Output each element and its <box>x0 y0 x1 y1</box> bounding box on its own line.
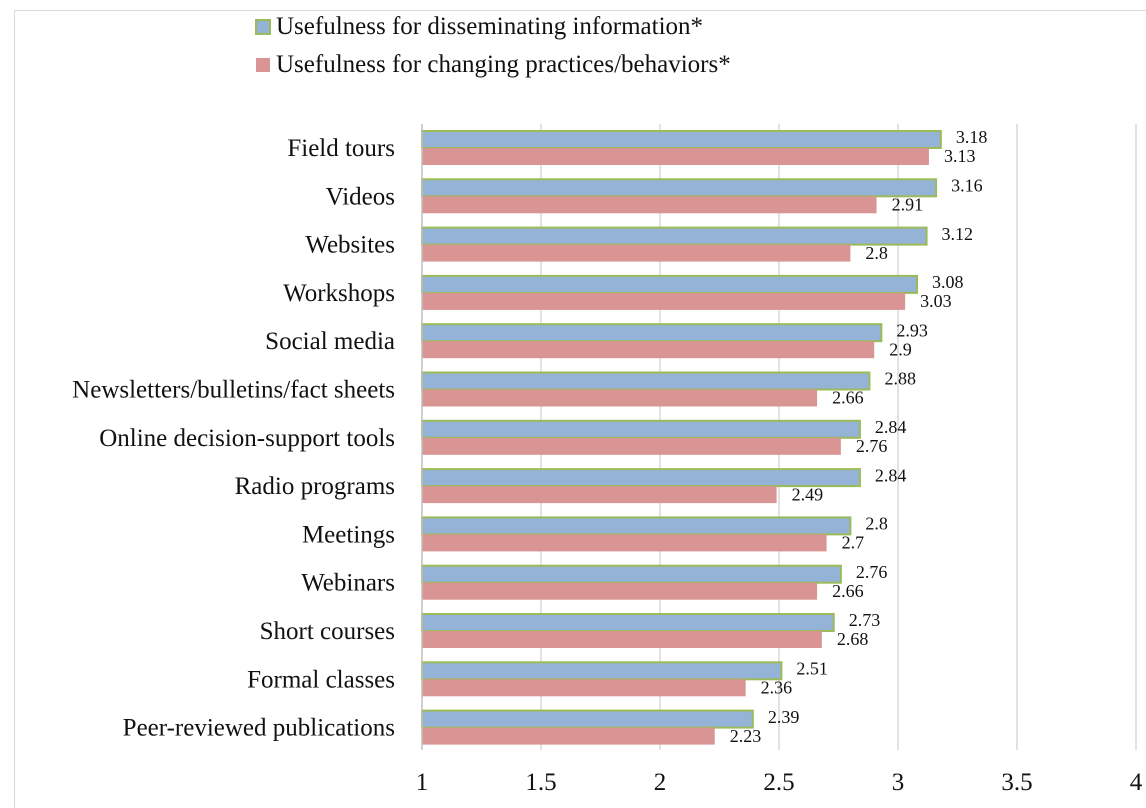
legend-swatch-disseminating <box>255 19 271 35</box>
category-label: Social media <box>265 328 395 355</box>
category-label: Videos <box>326 183 395 210</box>
data-label-changing-practices: 2.49 <box>792 484 824 504</box>
data-label-changing-practices: 2.66 <box>832 581 864 601</box>
bar-disseminating <box>421 130 942 149</box>
data-label-changing-practices: 2.36 <box>761 678 793 698</box>
category-label: Short courses <box>260 618 395 645</box>
bar-changing-practices <box>422 437 841 455</box>
data-label-changing-practices: 2.76 <box>856 436 888 456</box>
category-label: Peer-reviewed publications <box>123 715 395 742</box>
x-tick-label: 1 <box>416 769 429 796</box>
category-label: Webinars <box>301 570 395 597</box>
bar-changing-practices <box>422 196 877 214</box>
bar-disseminating <box>421 274 919 294</box>
category-label: Online decision-support tools <box>99 425 395 452</box>
bar-changing-practices <box>422 148 929 165</box>
bar-changing-practices <box>422 679 746 697</box>
bar-disseminating <box>421 613 835 632</box>
data-label-changing-practices: 2.9 <box>889 339 912 359</box>
bar-disseminating <box>421 371 871 391</box>
data-label-changing-practices: 3.13 <box>944 146 976 166</box>
bar-disseminating <box>421 661 783 681</box>
data-label-changing-practices: 2.91 <box>892 195 924 215</box>
data-label-disseminating: 2.8 <box>865 514 888 534</box>
x-tick-label: 2.5 <box>763 769 794 796</box>
legend-label-changing-practices: Usefulness for changing practices/behavi… <box>276 51 731 78</box>
category-label: Meetings <box>302 521 395 548</box>
bar-changing-practices <box>422 341 875 359</box>
bar-changing-practices <box>422 582 818 600</box>
bar-disseminating <box>421 709 754 729</box>
bar-changing-practices <box>422 389 818 407</box>
bar-disseminating <box>421 178 938 198</box>
category-label: Field tours <box>287 135 395 162</box>
bar-disseminating <box>421 323 883 343</box>
category-label: Formal classes <box>247 666 395 693</box>
bar-disseminating <box>421 226 928 246</box>
x-tick-label: 4 <box>1130 769 1143 796</box>
bar-changing-practices <box>422 534 827 552</box>
category-label: Newsletters/bulletins/fact sheets <box>72 377 395 404</box>
bar-changing-practices <box>422 727 715 745</box>
data-label-disseminating: 3.08 <box>932 272 964 292</box>
data-label-changing-practices: 2.8 <box>865 243 888 263</box>
data-label-disseminating: 3.12 <box>942 224 974 244</box>
category-label: Websites <box>305 232 395 259</box>
bar-changing-practices <box>422 631 822 648</box>
data-label-disseminating: 2.39 <box>768 707 800 727</box>
bar-changing-practices <box>422 244 851 262</box>
category-label: Workshops <box>283 280 395 307</box>
data-label-changing-practices: 2.68 <box>837 629 869 649</box>
bar-disseminating <box>421 564 842 584</box>
data-label-disseminating: 2.93 <box>896 320 928 340</box>
x-tick-label: 2 <box>654 769 667 796</box>
bar-disseminating <box>421 419 861 439</box>
chart-frame <box>14 10 1146 808</box>
data-label-disseminating: 3.18 <box>956 127 988 147</box>
x-tick-label: 3 <box>892 769 905 796</box>
data-label-disseminating: 3.16 <box>951 176 983 196</box>
data-label-changing-practices: 2.66 <box>832 388 864 408</box>
data-label-disseminating: 2.73 <box>849 610 881 630</box>
data-label-disseminating: 2.51 <box>796 659 828 679</box>
data-label-changing-practices: 3.03 <box>920 291 952 311</box>
bar-disseminating <box>421 516 852 536</box>
data-label-disseminating: 2.84 <box>875 465 907 485</box>
data-label-disseminating: 2.84 <box>875 417 907 437</box>
x-tick-label: 1.5 <box>525 769 556 796</box>
x-tick-label: 3.5 <box>1001 769 1032 796</box>
legend-label-disseminating: Usefulness for disseminating information… <box>276 13 703 40</box>
data-label-changing-practices: 2.7 <box>842 533 865 553</box>
legend-swatch-changing-practices <box>256 58 270 72</box>
category-label: Radio programs <box>235 473 395 500</box>
bar-changing-practices <box>422 292 906 310</box>
data-label-changing-practices: 2.23 <box>730 726 762 746</box>
data-label-disseminating: 2.76 <box>856 562 888 582</box>
bar-changing-practices <box>422 486 777 504</box>
data-label-disseminating: 2.88 <box>884 369 916 389</box>
